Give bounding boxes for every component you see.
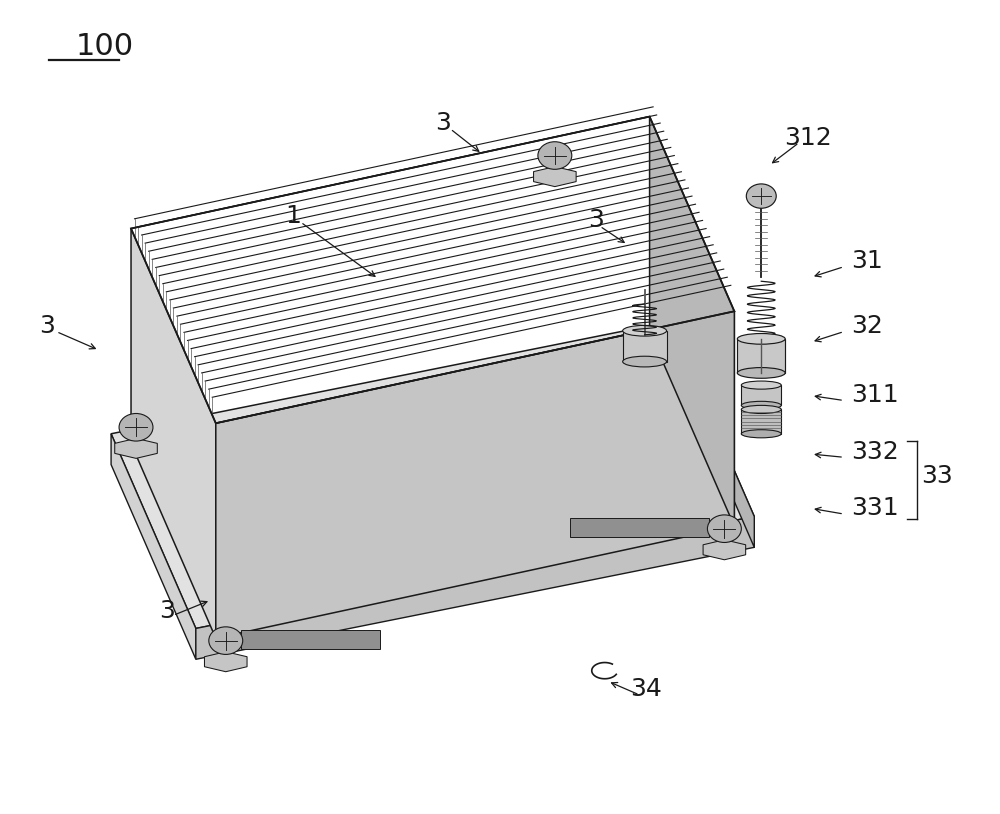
- Ellipse shape: [741, 401, 781, 409]
- Text: 3: 3: [39, 314, 55, 338]
- Polygon shape: [216, 311, 734, 638]
- Circle shape: [119, 414, 153, 441]
- Polygon shape: [241, 630, 380, 649]
- Ellipse shape: [741, 430, 781, 438]
- Circle shape: [538, 142, 572, 169]
- Text: 3: 3: [435, 111, 451, 135]
- Text: 34: 34: [630, 677, 662, 702]
- Polygon shape: [115, 439, 157, 458]
- Text: 32: 32: [851, 314, 883, 338]
- Text: 312: 312: [784, 125, 832, 150]
- Polygon shape: [111, 434, 196, 659]
- Text: 332: 332: [851, 440, 899, 464]
- Polygon shape: [737, 339, 785, 373]
- Ellipse shape: [623, 357, 667, 367]
- Polygon shape: [741, 409, 781, 434]
- Text: 31: 31: [851, 249, 883, 273]
- Circle shape: [209, 627, 243, 654]
- Ellipse shape: [737, 334, 785, 344]
- Ellipse shape: [737, 368, 785, 379]
- Text: 1: 1: [286, 204, 301, 229]
- Polygon shape: [196, 517, 754, 659]
- Circle shape: [746, 184, 776, 208]
- Text: 3: 3: [159, 599, 175, 624]
- Text: 3: 3: [588, 208, 604, 233]
- Text: 311: 311: [851, 383, 899, 407]
- Ellipse shape: [741, 405, 781, 414]
- Text: 331: 331: [851, 497, 899, 520]
- Text: 33: 33: [921, 464, 953, 488]
- Ellipse shape: [741, 381, 781, 389]
- Ellipse shape: [623, 326, 667, 336]
- Polygon shape: [650, 116, 734, 526]
- Circle shape: [707, 515, 741, 542]
- Polygon shape: [111, 322, 754, 628]
- Polygon shape: [131, 229, 216, 638]
- Polygon shape: [623, 330, 667, 361]
- Polygon shape: [670, 322, 754, 547]
- Polygon shape: [534, 167, 576, 186]
- Text: 100: 100: [76, 32, 134, 60]
- Polygon shape: [570, 519, 709, 536]
- Polygon shape: [204, 652, 247, 672]
- Polygon shape: [741, 385, 781, 405]
- Polygon shape: [703, 540, 746, 560]
